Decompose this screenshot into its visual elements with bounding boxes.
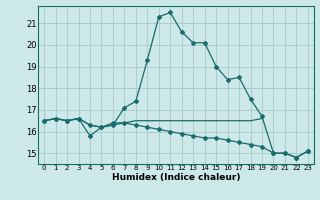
X-axis label: Humidex (Indice chaleur): Humidex (Indice chaleur) <box>112 173 240 182</box>
